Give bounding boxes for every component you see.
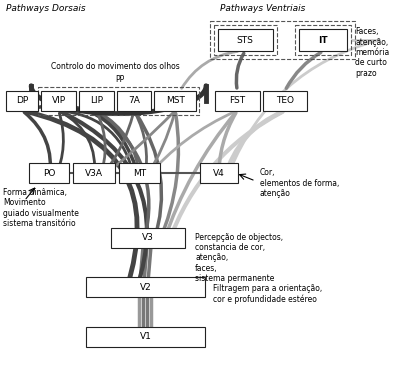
Bar xyxy=(117,91,151,111)
Text: IT: IT xyxy=(319,36,328,45)
Text: V3: V3 xyxy=(142,233,154,242)
Text: Pathways Ventriais: Pathways Ventriais xyxy=(220,4,305,13)
Text: Pathways Dorsais: Pathways Dorsais xyxy=(6,4,86,13)
Text: V1: V1 xyxy=(139,332,151,341)
Text: Controlo do movimento dos olhos: Controlo do movimento dos olhos xyxy=(51,62,180,71)
Text: PP: PP xyxy=(116,75,125,84)
Bar xyxy=(210,21,355,59)
Text: STS: STS xyxy=(237,36,254,45)
Bar xyxy=(218,29,273,51)
Text: LIP: LIP xyxy=(90,96,103,105)
Bar xyxy=(29,163,69,183)
Text: V2: V2 xyxy=(140,283,151,292)
Text: Filtragem para a orientação,
cor e profundidade estéreo: Filtragem para a orientação, cor e profu… xyxy=(213,284,322,304)
Text: MT: MT xyxy=(133,169,146,178)
Bar xyxy=(215,91,260,111)
Text: PO: PO xyxy=(43,169,55,178)
Bar xyxy=(79,91,114,111)
Bar xyxy=(41,91,76,111)
Text: VIP: VIP xyxy=(51,96,65,105)
Bar xyxy=(38,87,199,114)
Bar xyxy=(263,91,307,111)
Bar xyxy=(154,91,196,111)
Bar xyxy=(86,327,205,347)
Text: FST: FST xyxy=(229,96,245,105)
Text: Forma dinâmica,
Movimento
guiado visualmente
sistema transitório: Forma dinâmica, Movimento guiado visualm… xyxy=(3,188,79,228)
Text: DP: DP xyxy=(16,96,28,105)
Bar xyxy=(6,91,38,111)
Text: V3A: V3A xyxy=(85,169,103,178)
Bar xyxy=(111,228,185,248)
Text: TEO: TEO xyxy=(276,96,294,105)
Bar xyxy=(214,25,276,55)
Text: 7A: 7A xyxy=(128,96,140,105)
Bar xyxy=(118,163,160,183)
Text: MST: MST xyxy=(166,96,185,105)
Text: Faces,
atenção,
memória
de curto
prazo: Faces, atenção, memória de curto prazo xyxy=(355,27,389,78)
Bar xyxy=(299,29,347,51)
Text: Percepção de objectos,
constancia de cor,
atenção,
faces,
sistema permanente: Percepção de objectos, constancia de cor… xyxy=(195,233,283,283)
Text: V4: V4 xyxy=(213,169,225,178)
Bar xyxy=(200,163,238,183)
Bar xyxy=(295,25,351,55)
Bar xyxy=(73,163,115,183)
Bar xyxy=(86,278,205,297)
Text: Cor,
elementos de forma,
atenção: Cor, elementos de forma, atenção xyxy=(260,168,339,198)
